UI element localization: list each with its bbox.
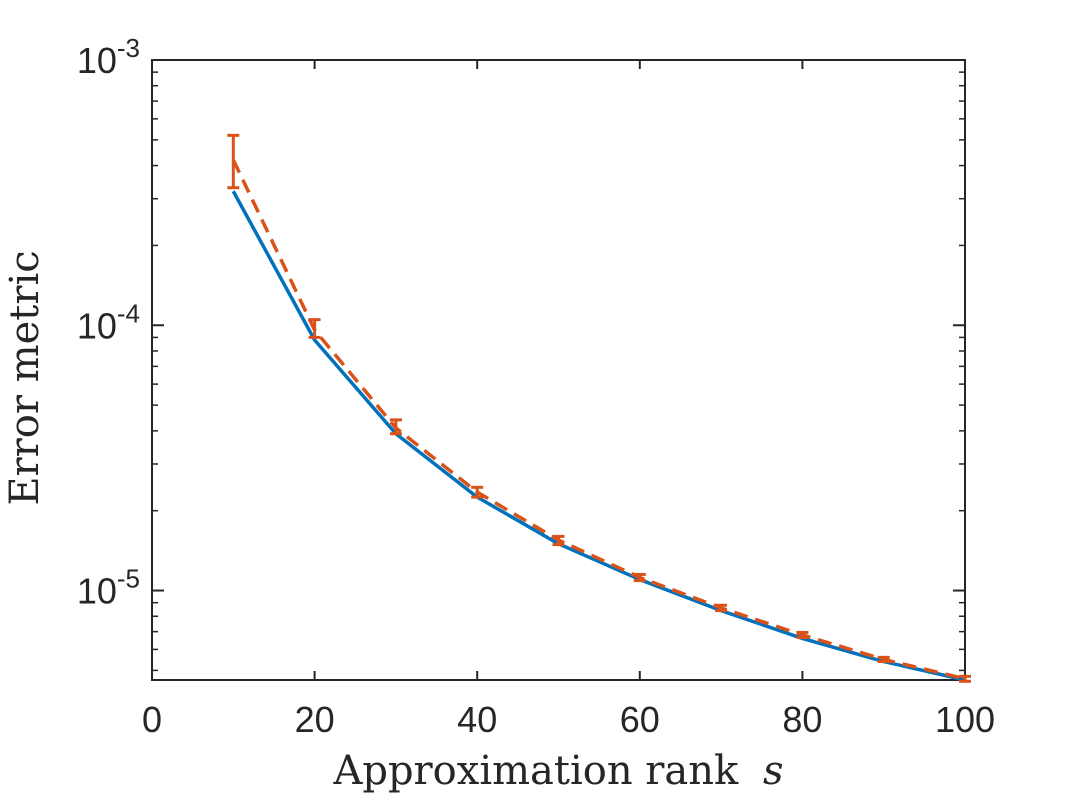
series-layer <box>227 133 971 683</box>
x-tick-label: 60 <box>620 699 660 740</box>
y-tick-label: 10-4 <box>77 298 140 346</box>
x-tick-labels: 0 20 40 60 80 100 <box>142 699 995 740</box>
error-bar <box>552 534 565 547</box>
minor-ticks <box>152 71 965 672</box>
x-axis-title-text: Approximation rank <box>332 748 739 794</box>
major-ticks <box>151 59 966 680</box>
x-tick-label: 20 <box>295 699 335 740</box>
y-tick-label: 10-5 <box>77 564 140 612</box>
error-bar <box>877 655 890 664</box>
error-bar <box>389 418 402 436</box>
x-tick-label: 40 <box>457 699 497 740</box>
axes-box <box>151 59 966 681</box>
error-bar <box>471 485 484 499</box>
solid-series-line <box>231 190 966 682</box>
x-axis-title: Approximation rank s <box>332 748 783 794</box>
error-bar <box>796 630 809 640</box>
error-bar <box>227 133 240 190</box>
y-tick-label: 10-3 <box>77 33 140 81</box>
x-tick-label: 100 <box>935 699 995 740</box>
x-tick-label: 0 <box>142 699 162 740</box>
y-tick-labels: 10-5 10-4 10-3 <box>77 33 140 612</box>
y-axis-title: Error metric <box>2 250 48 505</box>
error-bar <box>633 572 646 583</box>
x-tick-label: 80 <box>782 699 822 740</box>
plot-area <box>151 59 971 683</box>
error-bar <box>715 603 728 613</box>
error-bar <box>959 674 971 683</box>
x-axis-title-symbol: s <box>763 748 784 794</box>
error-bar <box>308 318 321 339</box>
dashed-series-line <box>231 159 966 681</box>
